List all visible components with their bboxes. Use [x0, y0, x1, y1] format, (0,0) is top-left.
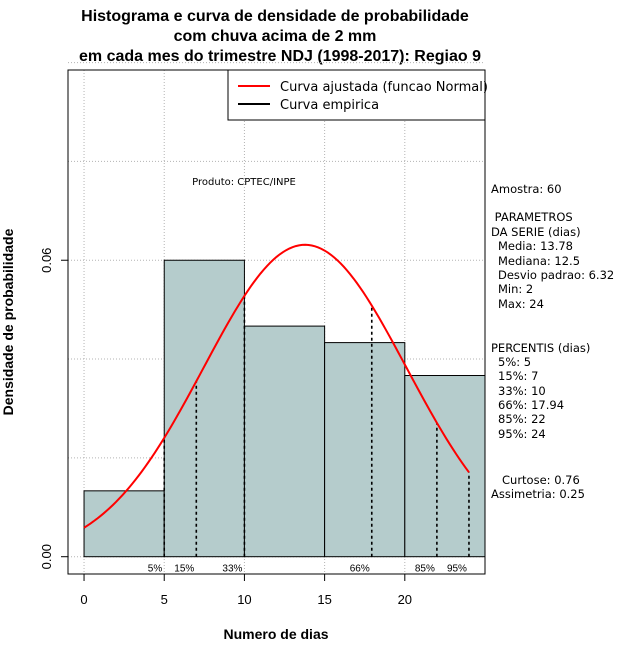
- percentile-label-0: 5%: [148, 564, 163, 575]
- percentil-66: 66%: 17.94: [498, 398, 564, 412]
- percentile-lines: [163, 295, 470, 557]
- curtose: Curtose: 0.76: [502, 473, 580, 487]
- sample-size: Amostra: 60: [491, 182, 562, 196]
- chart-title-line-2: com chuva acima de 2 mm: [174, 28, 377, 45]
- percentile-labels: 5% 15% 33% 66% 85% 95%: [148, 564, 467, 575]
- params-title-line-2: DA SERIE (dias): [491, 225, 581, 239]
- param-min: Min: 2: [498, 282, 533, 296]
- x-tick-label-3: 15: [317, 592, 331, 607]
- param-desvio: Desvio padrao: 6.32: [498, 268, 614, 282]
- normal-curve: [83, 243, 470, 529]
- histogram-bar-1: [163, 259, 245, 558]
- chart-title-line-1: Histograma e curva de densidade de proba…: [81, 8, 469, 25]
- histogram-bar-3: [324, 342, 406, 558]
- percentile-label-1: 15%: [174, 564, 194, 575]
- percentil-5: 5%: 5: [498, 355, 531, 369]
- percentis-title: PERCENTIS (dias): [491, 341, 590, 355]
- x-tick-label-0: 0: [80, 592, 87, 607]
- percentile-label-2: 33%: [222, 564, 242, 575]
- histogram-bar-2: [243, 325, 326, 558]
- histogram-bars: [83, 259, 486, 558]
- chart-title-line-3: em cada mes do trimestre NDJ (1998-2017)…: [79, 48, 481, 65]
- histogram-bar-0: [83, 490, 165, 558]
- percentile-label-4: 85%: [415, 564, 435, 575]
- assimetria: Assimetria: 0.25: [491, 487, 585, 501]
- legend-box: [227, 69, 486, 121]
- percentile-label-3: 66%: [350, 564, 370, 575]
- x-tick-label-4: 20: [398, 592, 412, 607]
- y-axis: 0.00 0.06: [39, 248, 69, 569]
- percentil-15: 15%: 7: [498, 369, 538, 383]
- x-tick-label-1: 5: [161, 592, 168, 607]
- percentil-33: 33%: 10: [498, 384, 546, 398]
- y-tick-label-1: 0.06: [39, 248, 54, 273]
- x-tick-label-2: 10: [237, 592, 251, 607]
- param-media: Media: 13.78: [498, 239, 573, 253]
- stats-panel: Amostra: 60 PARAMETROS DA SERIE (dias) M…: [491, 182, 614, 501]
- param-max: Max: 24: [498, 297, 544, 311]
- y-tick-label-0: 0.00: [39, 544, 54, 569]
- legend-label-empirical: Curva empirica: [280, 98, 379, 113]
- params-title-line-1: PARAMETROS: [491, 210, 573, 224]
- param-mediana: Mediana: 12.5: [498, 254, 580, 268]
- legend-label-fitted: Curva ajustada (funcao Normal): [280, 80, 488, 95]
- legend: Curva ajustada (funcao Normal) Curva emp…: [227, 69, 488, 121]
- x-axis-title: Numero de dias: [223, 626, 328, 642]
- y-axis-title: Densidade de probabilidade: [0, 228, 16, 415]
- normal-curve-layer: [83, 243, 470, 529]
- x-axis: 0 5 10 15 20: [80, 573, 412, 607]
- histogram-bar-4: [404, 375, 486, 558]
- percentil-85: 85%: 22: [498, 412, 546, 426]
- percentile-label-5: 95%: [447, 564, 467, 575]
- product-credit: Produto: CPTEC/INPE: [192, 177, 296, 188]
- percentil-95: 95%: 24: [498, 427, 546, 441]
